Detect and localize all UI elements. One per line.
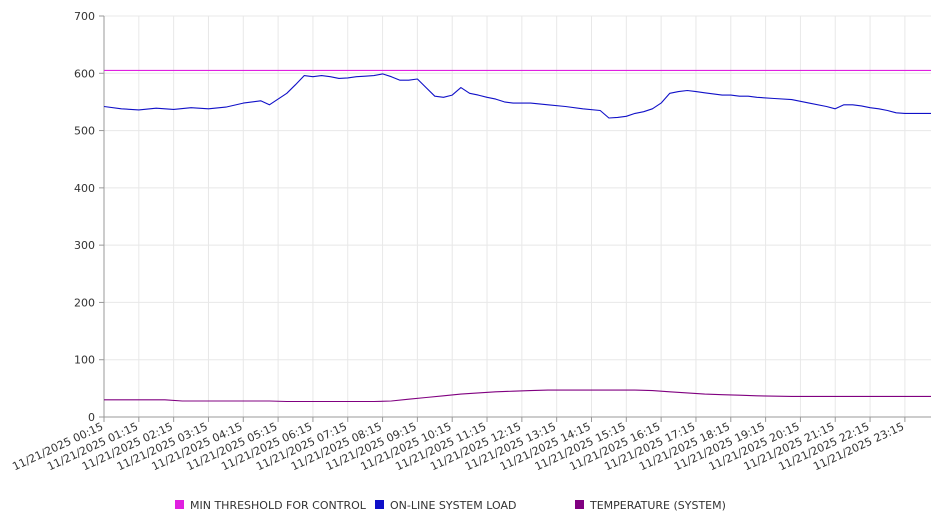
y-tick-label: 600 — [74, 67, 95, 80]
y-tick-label: 200 — [74, 296, 95, 309]
legend-label: TEMPERATURE (SYSTEM) — [589, 499, 726, 512]
legend-label: MIN THRESHOLD FOR CONTROL — [190, 499, 367, 512]
legend-swatch — [375, 500, 384, 509]
legend-swatch — [175, 500, 184, 509]
grid-layer — [103, 15, 931, 417]
y-tick-label: 300 — [74, 239, 95, 252]
y-tick-label: 0 — [88, 411, 95, 424]
legend-label: ON-LINE SYSTEM LOAD — [390, 499, 516, 512]
legend: MIN THRESHOLD FOR CONTROL ON-LINE SYSTEM … — [175, 499, 726, 512]
legend-swatch — [575, 500, 584, 509]
axis-layer — [99, 15, 931, 422]
y-tick-label: 100 — [74, 354, 95, 367]
y-tick-label: 400 — [74, 182, 95, 195]
y-tick-label: 700 — [74, 10, 95, 23]
y-tick-label: 500 — [74, 125, 95, 138]
series-line-1 — [103, 73, 931, 119]
series-layer — [103, 69, 931, 403]
series-line-2 — [104, 389, 931, 403]
y-tick-labels: 0 100 200 300 400 500 600 700 — [74, 10, 95, 424]
